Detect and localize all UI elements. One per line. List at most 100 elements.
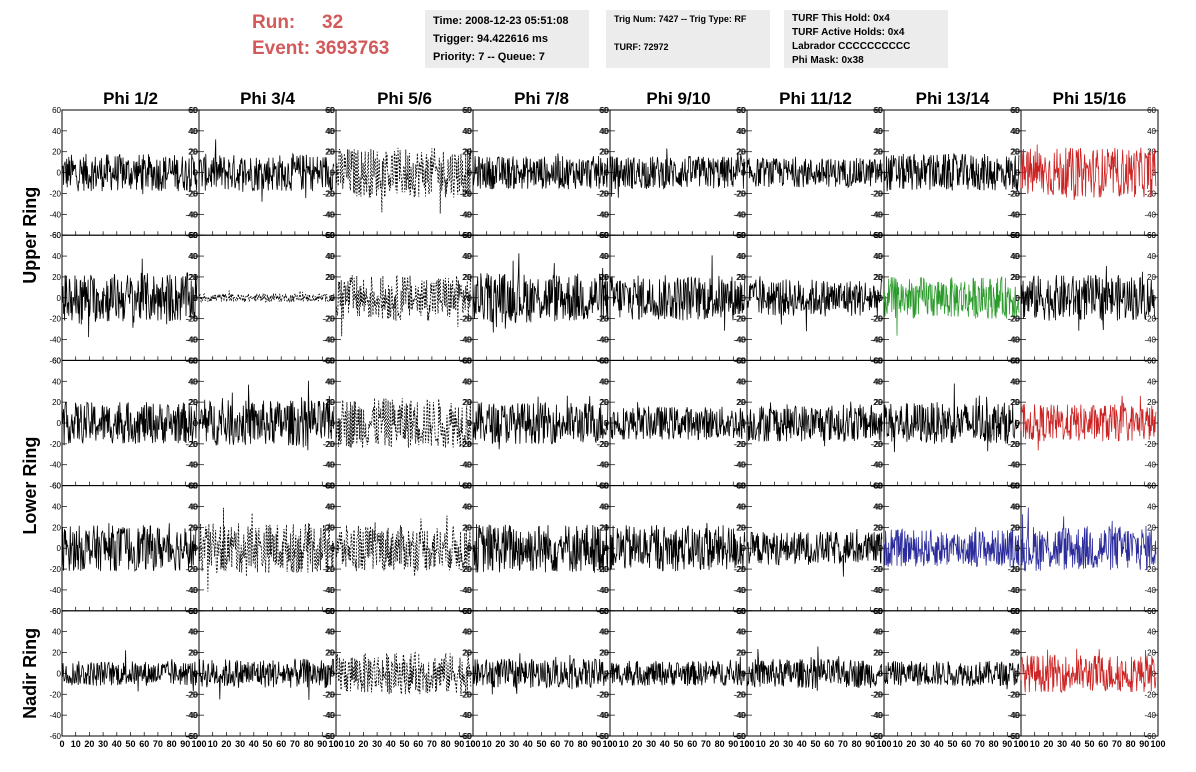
y-tick-label: -20: [1007, 189, 1019, 198]
y-tick-label: -40: [1144, 461, 1156, 470]
y-tick-label: 60: [188, 607, 197, 616]
y-tick-label: 60: [1147, 607, 1156, 616]
x-tick-label: 20: [358, 739, 368, 749]
y-tick-label: 40: [462, 252, 471, 261]
y-tick-label: 0: [879, 419, 884, 428]
y-tick-label: -20: [870, 565, 882, 574]
y-tick-label: 0: [605, 669, 610, 678]
y-tick-label: 40: [1010, 377, 1019, 386]
y-tick-label: -40: [323, 210, 335, 219]
event-label: Event:: [252, 38, 311, 59]
y-tick-label: 20: [599, 273, 608, 282]
y-tick-label: -60: [460, 231, 472, 240]
y-tick-label: -40: [49, 586, 61, 595]
y-tick-label: -40: [322, 461, 334, 470]
y-tick-label: -20: [322, 189, 334, 198]
y-tick-label: -60: [870, 231, 882, 240]
y-tick-label: 60: [1011, 607, 1020, 616]
y-tick-label: 40: [326, 377, 335, 386]
x-tick-label: 90: [591, 739, 601, 749]
y-tick-label: -40: [733, 586, 745, 595]
time-text: Time: 2008-12-23 05:51:08: [433, 15, 569, 27]
y-tick-label: -60: [459, 231, 471, 240]
y-tick-label: 60: [326, 482, 335, 491]
y-tick-label: 60: [600, 106, 609, 115]
y-tick-label: -20: [870, 189, 882, 198]
column-header: Phi 3/4: [240, 89, 295, 108]
y-tick-label: 40: [462, 127, 471, 136]
y-tick-label: 40: [1147, 252, 1156, 261]
y-tick-label: 0: [742, 169, 747, 178]
x-tick-label: 10: [208, 739, 218, 749]
y-tick-label: -40: [1007, 210, 1019, 219]
y-tick-label: 0: [57, 544, 62, 553]
x-tick-label: 10: [1030, 739, 1040, 749]
y-tick-label: 60: [325, 607, 334, 616]
y-tick-label: 0: [878, 169, 883, 178]
y-tick-label: 20: [1147, 273, 1156, 282]
x-tick-label: 100: [876, 739, 891, 749]
waveform-trace: [883, 383, 1020, 453]
y-tick-label: 20: [326, 649, 335, 658]
x-tick-label: 70: [975, 739, 985, 749]
y-tick-label: 0: [57, 419, 62, 428]
y-tick-label: -40: [734, 461, 746, 470]
y-tick-label: 20: [1147, 649, 1156, 658]
y-tick-label: -20: [459, 315, 471, 324]
y-tick-label: 40: [600, 377, 609, 386]
x-tick-label: 100: [328, 739, 343, 749]
trig-num-text: Trig Num: 7427 -- Trig Type: RF: [614, 14, 747, 24]
y-tick-label: 0: [468, 294, 473, 303]
y-tick-label: -20: [871, 565, 883, 574]
y-tick-label: -20: [186, 690, 198, 699]
y-tick-label: 0: [57, 669, 62, 678]
y-tick-label: 20: [52, 523, 61, 532]
y-tick-label: 0: [57, 294, 62, 303]
y-tick-label: 40: [1011, 127, 1020, 136]
x-tick-label: 100: [739, 739, 754, 749]
y-tick-label: -60: [1007, 231, 1019, 240]
y-tick-label: 60: [599, 231, 608, 240]
y-tick-label: 0: [194, 169, 199, 178]
x-tick-label: 50: [810, 739, 820, 749]
column-header: Phi 9/10: [646, 89, 710, 108]
y-tick-label: -20: [1007, 440, 1019, 449]
y-tick-label: -20: [185, 315, 197, 324]
y-tick-label: -20: [1144, 440, 1156, 449]
y-tick-label: -20: [597, 315, 609, 324]
y-tick-label: 0: [1016, 169, 1021, 178]
y-tick-label: 20: [1147, 398, 1156, 407]
y-tick-label: 0: [605, 169, 610, 178]
x-tick-label: 100: [191, 739, 206, 749]
y-tick-label: -40: [870, 586, 882, 595]
y-tick-label: 60: [1011, 356, 1020, 365]
y-tick-label: 40: [599, 127, 608, 136]
y-tick-label: 60: [188, 231, 197, 240]
y-tick-label: -40: [870, 336, 882, 345]
y-tick-label: 40: [873, 502, 882, 511]
y-tick-label: -40: [186, 461, 198, 470]
x-tick-label: 30: [920, 739, 930, 749]
y-tick-label: 0: [331, 669, 336, 678]
y-tick-label: -20: [460, 189, 472, 198]
x-tick-label: 50: [947, 739, 957, 749]
y-tick-label: -20: [597, 189, 609, 198]
y-tick-label: -20: [1144, 315, 1156, 324]
y-tick-label: -40: [596, 711, 608, 720]
column-header: Phi 13/14: [916, 89, 990, 108]
y-tick-label: 20: [737, 398, 746, 407]
y-tick-label: 20: [874, 398, 883, 407]
y-tick-label: 60: [463, 106, 472, 115]
x-tick-label: 70: [564, 739, 574, 749]
y-tick-label: 20: [325, 148, 334, 157]
y-tick-label: 0: [1015, 294, 1020, 303]
waveform-trace: [198, 290, 335, 303]
y-tick-label: 60: [599, 607, 608, 616]
